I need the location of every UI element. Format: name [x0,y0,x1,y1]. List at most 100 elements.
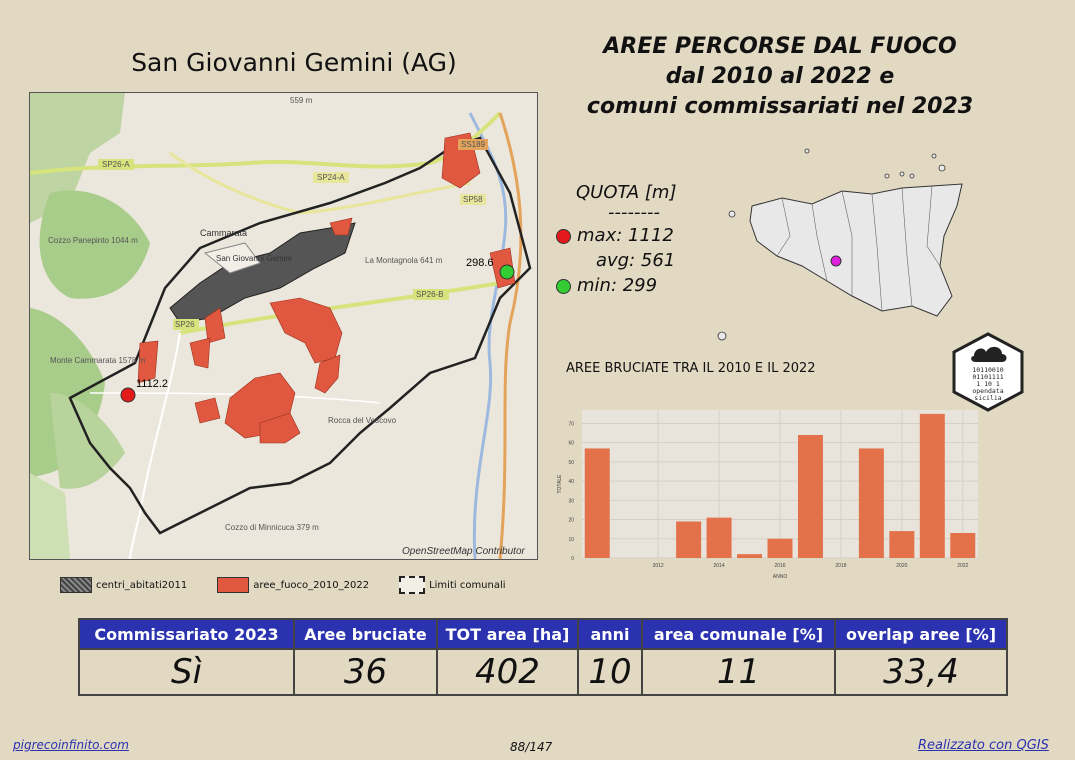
stats-header: overlap aree [%] [834,618,1008,650]
cloud-icon [971,346,1007,362]
burned-area [194,397,221,424]
bar-2015 [737,554,763,558]
quota-min: min: 299 [577,275,658,296]
limits-swatch-icon [399,576,426,594]
road [169,151,471,215]
bar-2013 [676,521,702,558]
title-line-3: comuni commissariati nel 2023 [586,94,974,119]
forest-area [30,473,70,559]
chart-bars [584,413,976,558]
bar-2010 [584,448,610,558]
map-label-elev-top: 559 m [290,96,313,105]
bar-2016 [767,538,793,558]
y-tick-label: 0 [571,556,574,562]
bar-2020 [889,531,915,558]
legend-item-limits: Limiti comunali [399,576,506,594]
burned-area [314,354,341,394]
chart-yticks: 0 10 20 30 40 50 60 70 [568,421,574,562]
logo-line-5: sicilia [974,394,1001,402]
stats-value: 10 [577,648,643,696]
y-tick-label: 20 [568,518,574,524]
map-label-road-2: SP24-A [317,173,345,182]
map-label-town: Cammarata [200,228,247,238]
map-label-town-2: San Giovanni Gemini [216,254,292,263]
fire-swatch-icon [217,577,250,593]
stats-header: area comunale [%] [641,618,836,650]
legend-item-urban: centri_abitati2011 [60,577,187,593]
stats-value-row: Sì 36 402 10 11 33,4 [78,648,1008,696]
town-center [203,242,261,274]
chart-ylabel: TOTALE [557,474,563,494]
bar-2019 [858,448,884,558]
chart-title: AREE BRUCIATE TRA IL 2010 E IL 2022 [566,361,816,376]
logo-line-2: 01101111 [972,373,1003,381]
y-tick-label: 40 [568,479,574,485]
x-tick-label: 2014 [714,563,725,569]
bar-2021 [919,413,945,558]
burned-area [204,307,226,344]
stats-header: TOT area [ha] [436,618,579,650]
urban-swatch-icon [60,577,92,593]
stats-value: 33,4 [834,648,1008,696]
forest-area [30,93,125,223]
quota-avg: avg: 561 [596,250,676,271]
municipal-boundary [68,136,532,535]
stats-table: Commissariato 2023 Aree bruciate TOT are… [78,618,1008,696]
bar-2017 [797,434,823,558]
map-label-road-5: SS189 [461,140,486,149]
stats-header-row: Commissariato 2023 Aree bruciate TOT are… [78,618,1008,650]
legend-item-fire: aree_fuoco_2010_2022 [217,577,369,593]
chart-xticks: 2012 2014 2016 2018 2020 2022 [653,563,969,569]
chart-xlabel: ANNO [773,574,788,580]
stats-header: Commissariato 2023 [78,618,295,650]
burned-area [137,340,159,384]
opendata-sicilia-logo: 10110010 01101111 1 10 1 opendata sicili… [952,332,1024,412]
x-tick-label: 2012 [653,563,664,569]
min-dot-icon [556,278,571,294]
y-tick-label: 70 [568,421,574,427]
quota-heading: QUOTA [m] [576,182,677,203]
map-svg: 559 m SP26-A SP24-A SP58 SP26-B SS189 SP… [30,93,537,559]
main-title: AREE PERCORSE DAL FUOCO dal 2010 al 2022… [560,32,1000,122]
map-label-mont-3: La Montagnola 641 m [365,256,443,265]
stats-header: Aree bruciate [293,618,438,650]
quota-max-row: max: 1112 [556,223,716,248]
stats-header: anni [577,618,643,650]
quota-divider: -------- [608,202,660,223]
map-label-mont-5: Cozzo di Minnicuca 379 m [225,523,319,532]
max-elevation-label: 1112.2 [136,378,168,390]
islands [717,148,946,341]
logo-line-3: 1 10 1 [976,380,1000,388]
sicily-inset-map [717,148,963,341]
map-frame: 559 m SP26-A SP24-A SP58 SP26-B SS189 SP… [29,92,538,560]
min-elevation-label: 298.6 [466,257,494,269]
stats-value: 402 [436,648,579,696]
burned-area [259,412,301,444]
legend-label-urban: centri_abitati2011 [96,579,188,591]
map-label-mont-2: Monte Cammarata 1578 m [50,356,145,365]
footer-qgis-link[interactable]: Realizzato con QGIS [918,738,1049,753]
map-label-mont-4: Rocca del Vescovo [328,416,397,425]
province-borders [776,185,941,312]
legend-label-limits: Limiti comunali [429,579,506,591]
stats-value: Sì [78,648,295,696]
sicily-shape [749,183,963,317]
bar-2014 [706,517,732,558]
road [498,112,523,559]
y-tick-label: 30 [568,498,574,504]
logo-line-1: 10110010 [972,366,1003,374]
map-label-road-3: SP58 [463,195,483,204]
burned-area [189,337,211,369]
map-attribution: OpenStreetMap Contributor [402,546,526,557]
footer-website-link[interactable]: pigrecoinfinito.com [13,738,129,752]
logo-line-4: opendata [972,387,1003,395]
forest-area [39,190,150,299]
map-label-road-6: SP26 [175,320,195,329]
road [129,332,181,559]
quota-box: QUOTA [m] -------- max: 1112 avg: 561 mi… [556,180,716,298]
map-legend: centri_abitati2011 aree_fuoco_2010_2022 … [60,576,536,594]
map-label-road-4: SP26-B [416,290,444,299]
bar-2022 [950,533,976,558]
burned-area [329,217,353,236]
quota-min-row: min: 299 [556,273,716,298]
